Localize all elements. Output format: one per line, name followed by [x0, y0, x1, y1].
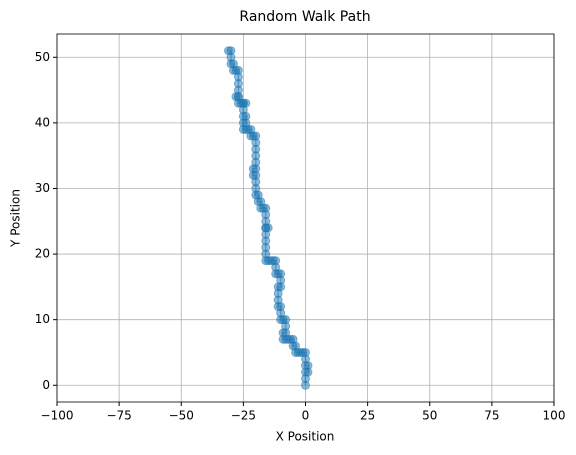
plot-frame: [56, 33, 555, 403]
x-tick-label: −75: [106, 409, 131, 423]
x-axis-label: X Position: [276, 430, 335, 444]
y-tick-label: 10: [35, 312, 50, 326]
x-tick-label: −100: [41, 409, 74, 423]
y-tick-label: 50: [35, 50, 50, 64]
x-tick-label: 100: [543, 409, 566, 423]
x-tick-label: −25: [231, 409, 256, 423]
x-tick-label: 50: [422, 409, 437, 423]
y-tick-label: 40: [35, 115, 50, 129]
x-tick-label: 0: [302, 409, 310, 423]
x-tick-label: 25: [360, 409, 375, 423]
walk-point: [223, 46, 233, 56]
y-axis-label: Y Position: [9, 189, 23, 248]
chart-title: Random Walk Path: [239, 9, 370, 25]
y-tick-label: 0: [42, 378, 50, 392]
x-tick-label: 75: [484, 409, 499, 423]
y-tick-label: 20: [35, 247, 50, 261]
x-tick-label: −50: [169, 409, 194, 423]
y-tick-label: 30: [35, 181, 50, 195]
